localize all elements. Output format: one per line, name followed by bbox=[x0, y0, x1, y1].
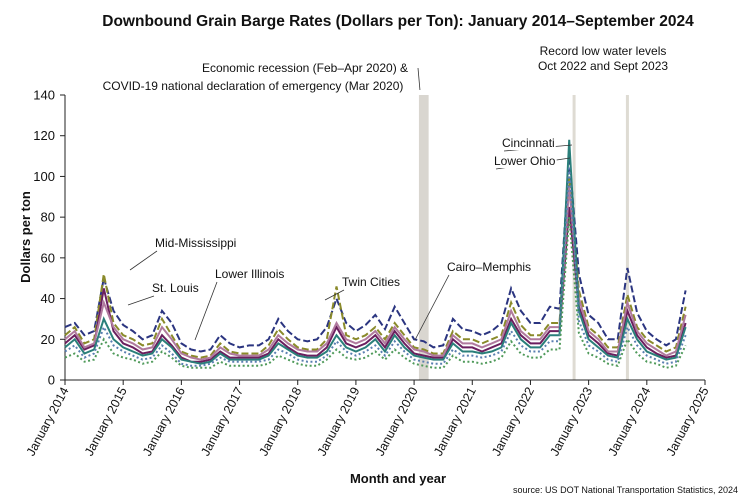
annotation: Record low water levels bbox=[540, 44, 667, 58]
y-tick-label: 100 bbox=[33, 169, 55, 184]
series-label: Cincinnati bbox=[502, 136, 555, 150]
annotation-leader bbox=[417, 67, 421, 91]
x-tick-label: January 2021 bbox=[431, 385, 479, 458]
marker-line bbox=[625, 95, 629, 380]
series-line bbox=[64, 166, 687, 367]
x-axis-label: Month and year bbox=[350, 471, 446, 486]
x-tick-label: January 2014 bbox=[24, 385, 72, 458]
series-label: Lower Illinois bbox=[215, 267, 284, 281]
x-tick-label: January 2020 bbox=[373, 385, 421, 458]
label-leader bbox=[194, 281, 218, 341]
series-label: St. Louis bbox=[152, 281, 199, 295]
series-label-bg bbox=[214, 267, 286, 281]
label-leader bbox=[324, 289, 345, 301]
series-label: Twin Cities bbox=[342, 275, 400, 289]
series-label-bg bbox=[446, 260, 533, 274]
x-tick-label: January 2025 bbox=[664, 385, 712, 458]
series-label: Mid-Mississippi bbox=[155, 236, 236, 250]
y-tick-label: 20 bbox=[41, 332, 55, 347]
series-label-bg bbox=[154, 236, 238, 250]
series-line bbox=[64, 156, 687, 353]
label-leader bbox=[129, 250, 158, 271]
x-tick-label: January 2022 bbox=[489, 385, 537, 458]
series-line bbox=[64, 206, 687, 363]
series-line bbox=[64, 186, 687, 361]
chart-title: Downbound Grain Barge Rates (Dollars per… bbox=[102, 13, 694, 30]
series-label: Cairo–Memphis bbox=[447, 260, 531, 274]
series-line bbox=[64, 139, 687, 365]
x-tick-label: January 2019 bbox=[315, 385, 363, 458]
series-label-bg bbox=[501, 136, 556, 150]
x-tick-label: January 2024 bbox=[606, 385, 654, 458]
x-tick-label: January 2017 bbox=[198, 385, 246, 458]
source-note: source: US DOT National Transportation S… bbox=[513, 485, 738, 495]
x-tick-label: January 2016 bbox=[140, 385, 188, 458]
label-leader bbox=[414, 274, 450, 341]
series-line bbox=[64, 176, 687, 359]
x-tick-label: January 2018 bbox=[256, 385, 304, 458]
y-tick-label: 0 bbox=[48, 373, 55, 388]
annotation: COVID-19 national declaration of emergen… bbox=[103, 79, 404, 93]
y-tick-label: 40 bbox=[41, 291, 55, 306]
annotation: Oct 2022 and Sept 2023 bbox=[538, 59, 668, 73]
label-leader bbox=[127, 295, 155, 306]
series-line bbox=[64, 217, 687, 369]
series-label-bg bbox=[151, 281, 200, 295]
x-tick-label: January 2023 bbox=[547, 385, 595, 458]
series-label-bg bbox=[493, 154, 557, 168]
series-label-bg bbox=[341, 275, 402, 289]
x-tick-label: January 2015 bbox=[82, 385, 130, 458]
y-tick-label: 80 bbox=[41, 210, 55, 225]
series-label: Lower Ohio bbox=[494, 154, 556, 168]
shaded-period bbox=[418, 95, 429, 380]
annotation: Economic recession (Feb–Apr 2020) & bbox=[202, 61, 408, 75]
y-tick-label: 120 bbox=[33, 128, 55, 143]
y-tick-label: 60 bbox=[41, 250, 55, 265]
y-axis-label: Dollars per ton bbox=[18, 191, 33, 283]
y-tick-label: 140 bbox=[33, 88, 55, 103]
